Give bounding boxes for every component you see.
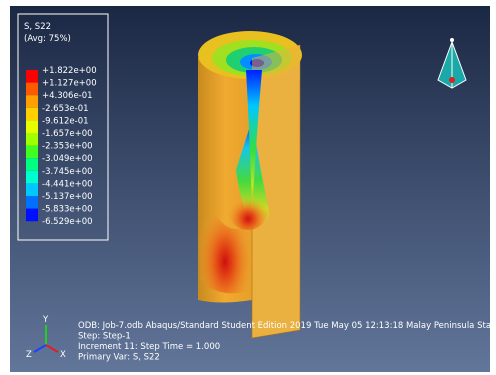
legend-swatch: [26, 82, 38, 96]
info-line: Primary Var: S, S22: [78, 353, 160, 363]
axis-y: Y: [42, 315, 49, 325]
legend-label: -3.745e+00: [42, 167, 93, 177]
legend-swatch: [26, 158, 38, 171]
legend-swatch: [26, 170, 38, 184]
legend-swatch: [26, 208, 38, 222]
legend-swatch: [26, 133, 38, 146]
info-line: ODB: Job-7.odb Abaqus/Standard Student E…: [78, 321, 491, 331]
legend-label: -5.833e+00: [42, 205, 93, 215]
axis-triad: Y Z X: [26, 315, 66, 360]
info-line: Increment 11: Step Time = 1.000: [78, 342, 220, 352]
axis-x: X: [60, 350, 66, 360]
legend-swatch: [26, 95, 38, 108]
legend-swatch: [26, 120, 38, 133]
info-line: Step: Step-1: [78, 332, 131, 342]
legend-swatch: [26, 183, 38, 196]
legend-label: +1.127e+00: [42, 79, 97, 89]
legend-label: -2.353e+00: [42, 142, 93, 152]
legend-subtitle: (Avg: 75%): [24, 34, 71, 44]
legend-label: -2.653e-01: [42, 104, 89, 114]
legend-label: -3.049e+00: [42, 154, 93, 164]
legend-label: -6.529e+00: [42, 217, 93, 227]
view-triad: [437, 38, 467, 89]
legend-label: -5.137e+00: [42, 192, 93, 202]
legend-box: [17, 13, 109, 241]
legend-swatch: [26, 70, 38, 83]
legend-label: -9.612e-01: [42, 116, 89, 126]
legend-label: +1.822e+00: [42, 66, 97, 76]
legend-label: +4.306e-01: [42, 91, 93, 101]
legend-label: -4.441e+00: [42, 179, 93, 189]
axis-z: Z: [26, 350, 32, 360]
legend-label: -1.657e+00: [42, 129, 93, 139]
legend-swatch: [26, 145, 38, 159]
legend-swatch: [26, 196, 38, 209]
legend-title: S, S22: [24, 22, 51, 32]
legend-swatch: [26, 107, 38, 121]
model: [198, 31, 302, 339]
